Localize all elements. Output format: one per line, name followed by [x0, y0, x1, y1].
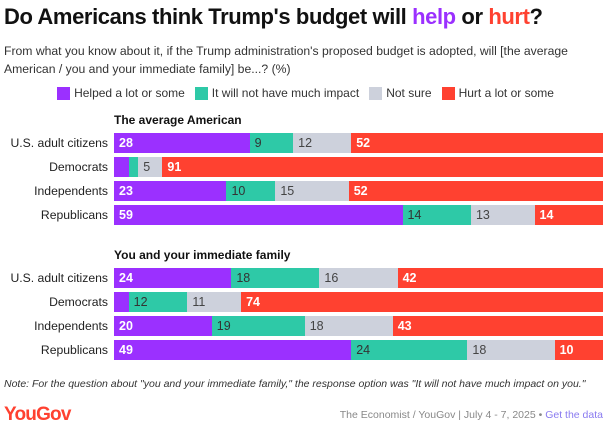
bar-segment: 15	[275, 181, 349, 201]
category-label: Democrats	[49, 160, 108, 174]
bar-segment: 12	[128, 292, 188, 312]
category-label: Independents	[34, 319, 108, 333]
bar-segment: 20	[114, 316, 212, 336]
legend-label: Not sure	[386, 86, 432, 100]
title-text: Do Americans think Trump's budget will	[4, 4, 413, 29]
category-label: U.S. adult citizens	[10, 271, 108, 285]
category-label: Independents	[34, 184, 108, 198]
bar-segment: 13	[470, 205, 535, 225]
source-text: The Economist / YouGov | July 4 - 7, 202…	[339, 409, 546, 421]
bar-segment: 24	[114, 268, 232, 288]
section-title: The average American	[114, 113, 242, 127]
bar-segment: 18	[467, 340, 555, 360]
stacked-bar: 20 19 18 43	[114, 316, 603, 336]
section-title: You and your immediate family	[114, 248, 291, 262]
bar-segment: 59	[114, 205, 403, 225]
bar-segment: 14	[534, 205, 603, 225]
bar-segment: 43	[392, 316, 603, 336]
legend-label: Helped a lot or some	[74, 86, 185, 100]
bar-segment	[128, 157, 139, 177]
bar-segment: 12	[293, 133, 352, 153]
bar-segment: 5	[138, 157, 163, 177]
footnote: Note: For the question about "you and yo…	[4, 378, 586, 390]
bar-segment: 42	[397, 268, 603, 288]
bar-segment: 9	[249, 133, 294, 153]
category-label: Republicans	[40, 343, 108, 357]
stacked-bar: 28 9 12 52	[114, 133, 603, 153]
legend-label: It will not have much impact	[211, 86, 360, 100]
chart-title: Do Americans think Trump's budget will h…	[4, 4, 543, 30]
bar-segment: 52	[351, 133, 603, 153]
bar-segment: 10	[554, 340, 603, 360]
bar-segment: 10	[226, 181, 276, 201]
bar-segment: 18	[231, 268, 320, 288]
title-text: or	[455, 4, 489, 29]
stacked-bar: 24 18 16 42	[114, 268, 603, 288]
bar-segment: 74	[241, 292, 603, 312]
bar-segment: 52	[348, 181, 603, 201]
source-line: The Economist / YouGov | July 4 - 7, 202…	[340, 409, 603, 421]
legend: Helped a lot or some It will not have muc…	[0, 86, 611, 100]
stacked-bar: 23 10 15 52	[114, 181, 603, 201]
bar-segment	[114, 157, 129, 177]
stacked-bar: 59 14 13 14	[114, 205, 603, 225]
bar-segment: 19	[211, 316, 305, 336]
bar-segment: 18	[304, 316, 393, 336]
category-label: Republicans	[40, 208, 108, 222]
chart-subtitle: From what you know about it, if the Trum…	[4, 44, 568, 76]
bar-segment: 16	[319, 268, 398, 288]
bar-segment	[114, 292, 129, 312]
bar-segment: 23	[114, 181, 227, 201]
legend-swatch	[57, 86, 71, 100]
bar-segment: 91	[162, 157, 603, 177]
category-label: U.S. adult citizens	[10, 136, 108, 150]
stacked-bar: 49 24 18 10	[114, 340, 603, 360]
bar-segment: 11	[187, 292, 242, 312]
legend-swatch	[441, 86, 455, 100]
legend-label: Hurt a lot or some	[458, 86, 554, 100]
title-text: ?	[529, 4, 543, 29]
bar-segment: 49	[114, 340, 352, 360]
legend-swatch	[369, 86, 383, 100]
title-help: help	[412, 4, 456, 29]
yougov-logo: YouGov	[4, 404, 71, 425]
legend-item: Not sure	[369, 86, 432, 100]
legend-swatch	[194, 86, 208, 100]
stacked-bar: 5 91	[114, 157, 603, 177]
bar-segment: 24	[351, 340, 468, 360]
stacked-bar: 12 11 74	[114, 292, 603, 312]
bar-segment: 14	[402, 205, 471, 225]
category-label: Democrats	[49, 295, 108, 309]
legend-item: It will not have much impact	[194, 86, 360, 100]
legend-item: Hurt a lot or some	[441, 86, 554, 100]
title-hurt: hurt	[488, 4, 530, 29]
bar-segment: 28	[114, 133, 250, 153]
get-data-link[interactable]: Get the data	[545, 409, 603, 421]
legend-item: Helped a lot or some	[57, 86, 185, 100]
